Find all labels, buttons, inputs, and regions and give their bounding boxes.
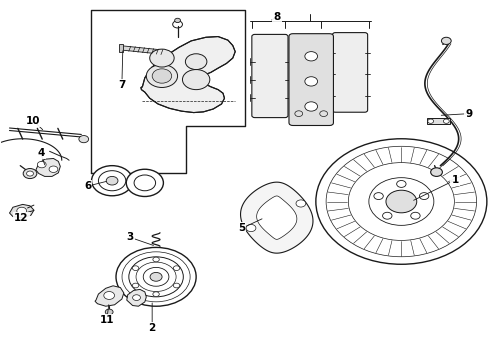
Circle shape (296, 200, 306, 207)
FancyBboxPatch shape (252, 35, 288, 118)
Circle shape (320, 111, 328, 117)
Polygon shape (141, 37, 235, 113)
Circle shape (443, 119, 449, 123)
Polygon shape (257, 196, 297, 239)
Text: 8: 8 (273, 12, 280, 22)
Circle shape (174, 18, 180, 23)
Polygon shape (119, 44, 123, 51)
Text: 4: 4 (37, 148, 45, 158)
Circle shape (182, 69, 210, 90)
Polygon shape (9, 204, 34, 218)
Polygon shape (95, 286, 124, 306)
Text: 12: 12 (14, 213, 28, 223)
Circle shape (98, 171, 126, 191)
Text: 5: 5 (238, 224, 245, 233)
Circle shape (150, 273, 162, 281)
Circle shape (386, 190, 417, 213)
Text: 9: 9 (465, 109, 472, 119)
Circle shape (431, 168, 442, 176)
Circle shape (316, 139, 487, 264)
Circle shape (305, 51, 318, 61)
Circle shape (116, 247, 196, 306)
Text: 6: 6 (84, 181, 91, 191)
Polygon shape (36, 158, 60, 176)
Text: 7: 7 (118, 80, 125, 90)
Circle shape (305, 77, 318, 86)
Polygon shape (123, 46, 169, 55)
Circle shape (152, 69, 171, 83)
Circle shape (134, 175, 156, 191)
Circle shape (153, 292, 159, 297)
Polygon shape (241, 182, 313, 253)
Circle shape (92, 166, 133, 196)
Circle shape (185, 54, 207, 69)
Circle shape (126, 169, 163, 197)
Circle shape (132, 283, 139, 288)
Circle shape (295, 111, 303, 117)
Circle shape (49, 166, 58, 172)
Circle shape (305, 102, 318, 111)
Text: 3: 3 (126, 232, 134, 242)
Circle shape (441, 37, 451, 44)
Polygon shape (127, 289, 147, 306)
Text: 1: 1 (451, 175, 459, 185)
Circle shape (106, 176, 118, 185)
Circle shape (150, 49, 174, 67)
Circle shape (133, 295, 141, 301)
FancyBboxPatch shape (332, 33, 368, 112)
Text: 2: 2 (148, 323, 156, 333)
Text: 11: 11 (99, 315, 114, 325)
Circle shape (37, 161, 46, 168)
Circle shape (79, 135, 89, 143)
Circle shape (17, 207, 26, 215)
Circle shape (147, 64, 177, 87)
Circle shape (246, 224, 256, 231)
Circle shape (132, 266, 139, 270)
Circle shape (173, 283, 180, 288)
Circle shape (173, 266, 180, 270)
Circle shape (411, 212, 420, 219)
Circle shape (23, 168, 37, 179)
Text: 10: 10 (26, 116, 41, 126)
Circle shape (26, 171, 33, 176)
FancyBboxPatch shape (289, 34, 333, 126)
Circle shape (104, 292, 115, 300)
Circle shape (419, 193, 429, 199)
Circle shape (428, 119, 434, 123)
Circle shape (374, 193, 383, 199)
Bar (427, 118, 450, 125)
Circle shape (383, 212, 392, 219)
Circle shape (105, 309, 113, 315)
Circle shape (153, 257, 159, 262)
Circle shape (396, 180, 406, 188)
